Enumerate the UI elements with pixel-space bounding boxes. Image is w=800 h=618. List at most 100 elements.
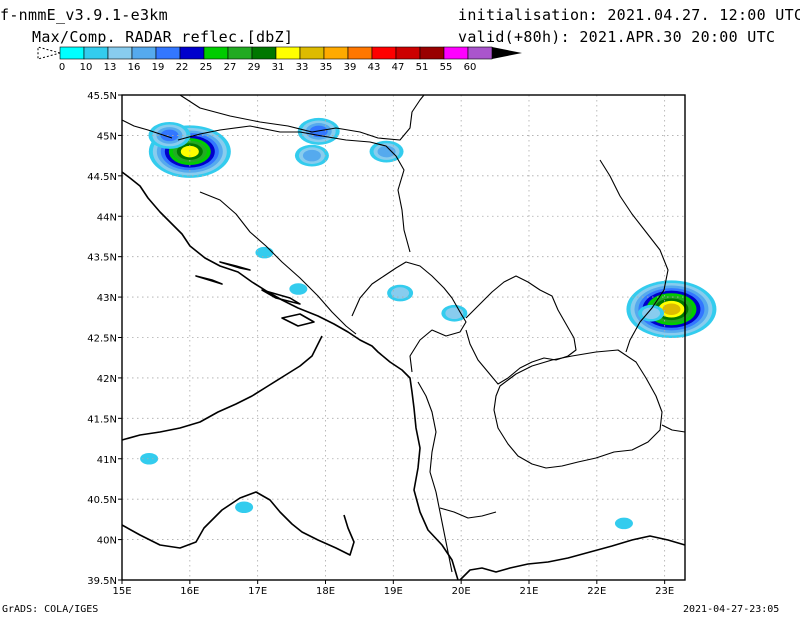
- colorbar-label: 22: [176, 62, 189, 73]
- colorbar-swatch: [371, 46, 397, 60]
- valid-time: 2021.APR.30 20:00 UTC: [579, 28, 776, 46]
- echo-contour: [302, 149, 321, 162]
- grads-credit: GrADS: COLA/IGES: [2, 604, 99, 615]
- echo-cell: [140, 452, 159, 465]
- echo-contour: [289, 283, 308, 295]
- croatia-hungary-border: [179, 94, 425, 141]
- colorbar-swatch: [155, 46, 181, 60]
- colorbar-label: 43: [368, 62, 381, 73]
- echo-contour: [235, 501, 254, 514]
- colorbar-swatch: [107, 46, 133, 60]
- echo-cell: [289, 283, 308, 295]
- lon-tick-label: 15E: [112, 586, 131, 597]
- map-grid: [122, 95, 685, 580]
- echo-contour: [614, 517, 633, 530]
- slovenia-border: [121, 119, 173, 139]
- colorbar-label: 13: [104, 62, 117, 73]
- albania-border: [417, 381, 453, 573]
- lat-tick-label: 43.5N: [87, 253, 117, 264]
- echo-cell: [614, 517, 633, 530]
- valid-line: valid(+80h): 2021.APR.30 20:00 UTC: [458, 28, 775, 46]
- initialisation-line: initialisation: 2021.04.27. 12:00 UTC: [458, 6, 800, 24]
- coastlines: [121, 171, 686, 581]
- lat-tick-label: 41N: [97, 455, 117, 466]
- colorbar-swatch: [275, 46, 301, 60]
- greece-albania-border: [439, 507, 497, 519]
- colorbar-swatch: [83, 46, 109, 60]
- bosnia-north-border: [177, 125, 411, 253]
- island-2: [261, 289, 301, 305]
- colorbar-label: 35: [320, 62, 333, 73]
- island-1: [219, 261, 251, 271]
- colorbar-label: 19: [152, 62, 165, 73]
- island-3: [281, 313, 315, 327]
- init-label: initialisation:: [458, 6, 598, 24]
- colorbar-label: 39: [344, 62, 357, 73]
- colorbar-swatch: [443, 46, 469, 60]
- render-timestamp: 2021-04-27-23:05: [683, 604, 780, 615]
- colorbar-label: 33: [296, 62, 309, 73]
- lat-tick-label: 42N: [97, 374, 117, 385]
- colorbar-label: 16: [128, 62, 141, 73]
- colorbar-label: 55: [440, 62, 453, 73]
- lon-tick-label: 22E: [587, 586, 606, 597]
- bosnia-south-border: [199, 191, 357, 335]
- colorbar: 0 10 13 16 19 22 25 27 29 31 33 35 39 43 47 51 55 60: [37, 46, 522, 73]
- echo-contour: [391, 287, 410, 299]
- colorbar-label: 0: [59, 62, 65, 73]
- lon-tick-label: 20E: [452, 586, 471, 597]
- echo-contour: [377, 145, 396, 158]
- init-time: 2021.04.27. 12:00 UTC: [607, 6, 800, 24]
- longitude-ticks: 15E 16E 17E 18E 19E 20E 21E 22E 23E: [112, 580, 674, 597]
- product-label: Max/Comp. RADAR reflec.[dbZ]: [32, 28, 294, 46]
- lon-tick-label: 23E: [655, 586, 674, 597]
- lat-tick-label: 44.5N: [87, 172, 117, 183]
- valid-label: valid(+80h):: [458, 28, 570, 46]
- lon-tick-label: 19E: [384, 586, 403, 597]
- echo-cell: [387, 284, 414, 302]
- lat-tick-label: 45.5N: [87, 91, 117, 102]
- greece-coast: [459, 535, 686, 581]
- colorbar-swatch: [419, 46, 445, 60]
- colorbar-low-arrow: [37, 46, 62, 60]
- colorbar-swatch: [203, 46, 229, 60]
- colorbar-swatch: [347, 46, 373, 60]
- montenegro-border: [351, 261, 467, 373]
- colorbar-label: 31: [272, 62, 285, 73]
- lat-tick-label: 43N: [97, 293, 117, 304]
- colorbar-label: 10: [80, 62, 93, 73]
- colorbar-label: 60: [464, 62, 477, 73]
- echo-cell: [441, 304, 468, 322]
- lon-tick-label: 18E: [316, 586, 335, 597]
- italy-south-coast: [121, 491, 355, 556]
- colorbar-label: 29: [248, 62, 261, 73]
- serbia-bulgaria-border: [599, 159, 669, 353]
- lat-tick-label: 41.5N: [87, 414, 117, 425]
- echo-contour: [642, 307, 661, 320]
- colorbar-label: 47: [392, 62, 405, 73]
- macedonia-border: [493, 349, 663, 469]
- bulgaria-greece-border: [661, 424, 686, 433]
- island-4: [195, 275, 223, 285]
- colorbar-swatch: [131, 46, 157, 60]
- echo-cell: [255, 246, 274, 259]
- colorbar-label: 27: [224, 62, 237, 73]
- latitude-ticks: 39.5N 40N 40.5N 41N 41.5N 42N 42.5N 43N 43.5N 44N…: [87, 91, 122, 587]
- model-title: f-nmmE_v3.9.1-e3km: [0, 6, 168, 24]
- echo-contour: [180, 145, 199, 158]
- echo-cell: [294, 144, 329, 167]
- lat-tick-label: 45N: [97, 131, 117, 142]
- lat-tick-label: 44N: [97, 212, 117, 223]
- lon-tick-label: 21E: [519, 586, 538, 597]
- echo-contour: [662, 303, 681, 315]
- echo-cell: [148, 121, 191, 149]
- country-borders: [121, 94, 686, 573]
- colorbar-swatch: [395, 46, 421, 60]
- italy-coast: [121, 335, 323, 441]
- lon-tick-label: 16E: [180, 586, 199, 597]
- colorbar-swatch: [59, 46, 85, 60]
- echo-contour: [255, 246, 274, 259]
- colorbar-swatch: [323, 46, 349, 60]
- adriatic-east-coast: [121, 171, 459, 581]
